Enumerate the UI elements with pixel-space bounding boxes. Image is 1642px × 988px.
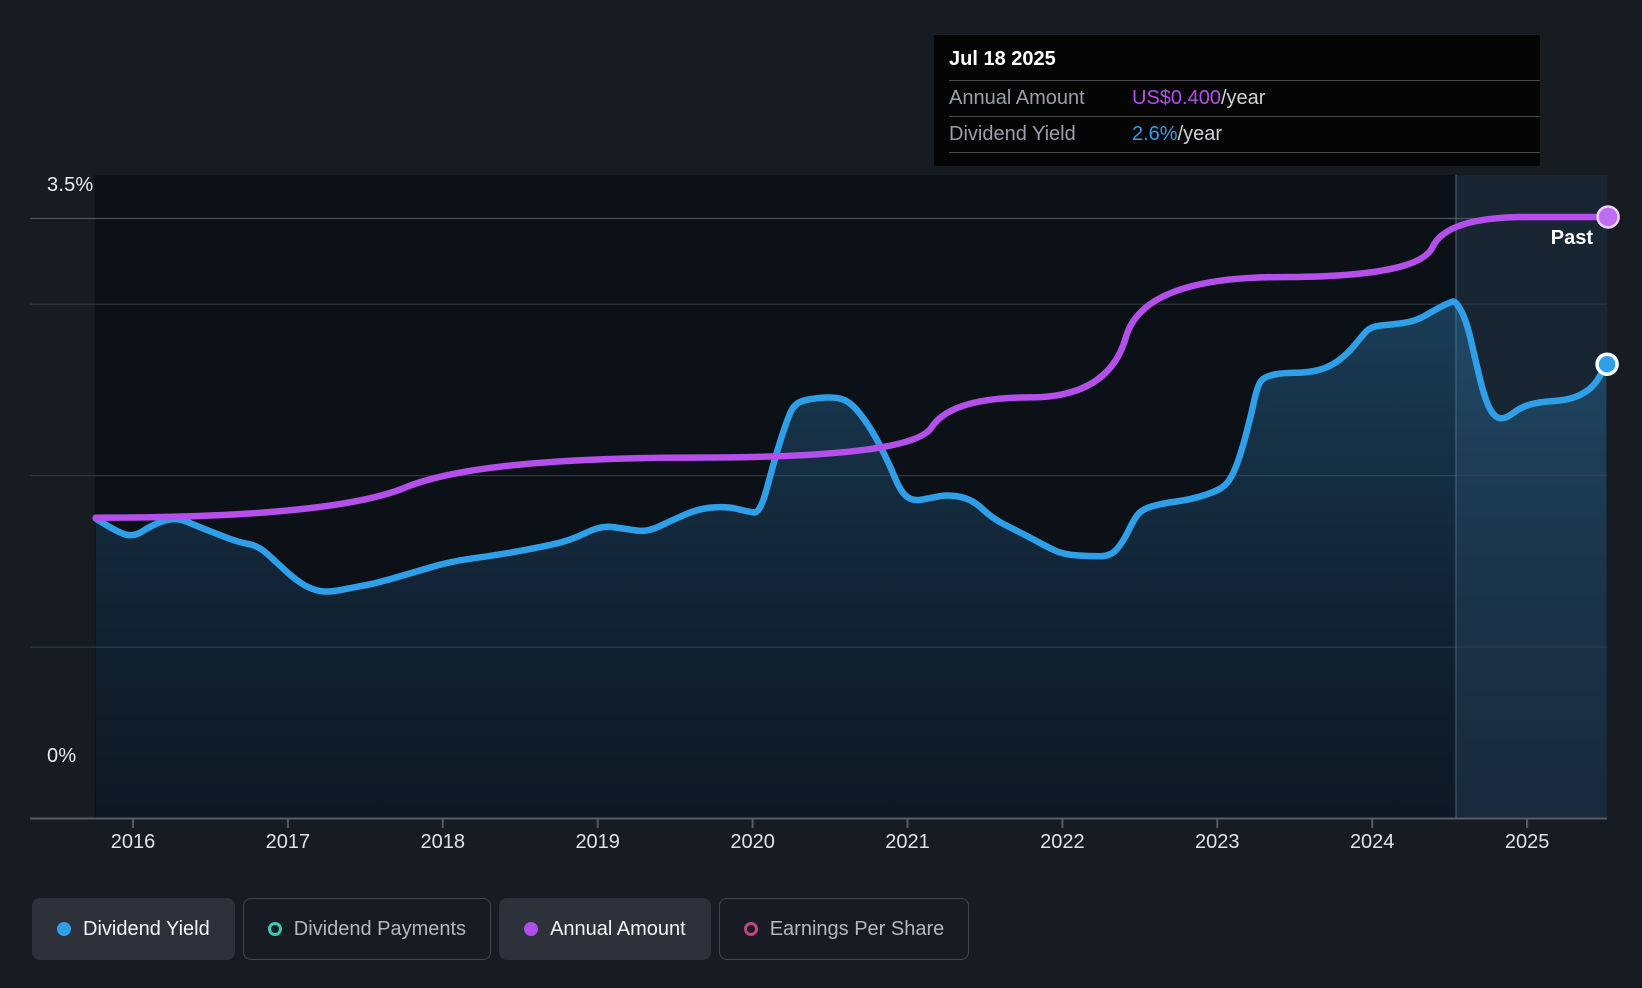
tooltip-label: Dividend Yield <box>949 123 1076 145</box>
x-tick-label: 2018 <box>420 831 466 853</box>
dividend-yield-endpoint-marker <box>1595 352 1619 376</box>
x-tick-label: 2025 <box>1504 831 1550 853</box>
x-tick-label: 2022 <box>1040 831 1085 853</box>
x-axis: 2016 2017 2018 2019 2020 2021 2022 2023 2024 2025 <box>0 831 1642 857</box>
tooltip-row-dividend-yield: Dividend Yield 2.6% /year <box>949 116 1540 152</box>
y-axis-max-label: 3.5% <box>47 174 94 196</box>
earnings-per-share-ring-icon <box>743 922 758 936</box>
tooltip-row-annual-amount: Annual Amount US$0.400 /year <box>949 80 1540 116</box>
annual-amount-dot-icon <box>524 922 539 936</box>
dividend-payments-ring-icon <box>267 922 282 936</box>
dividend-yield-line <box>92 298 1610 595</box>
legend-button-dividend-yield[interactable]: Dividend Yield <box>32 898 235 960</box>
legend-button-annual-amount[interactable]: Annual Amount <box>499 898 711 960</box>
legend: Dividend Yield Dividend Payments Annual … <box>32 898 970 960</box>
x-tick-label: 2020 <box>730 831 775 853</box>
tooltip-value: US$0.400 <box>1132 87 1221 109</box>
x-tick-label: 2023 <box>1195 831 1240 853</box>
tooltip-suffix: /year <box>1177 123 1223 145</box>
legend-label: Dividend Payments <box>293 917 467 940</box>
past-region-label: Past <box>1550 227 1593 249</box>
x-tick-label: 2021 <box>885 831 930 853</box>
legend-label: Earnings Per Share <box>769 917 945 940</box>
tooltip-date: Jul 18 2025 <box>949 48 1056 70</box>
tooltip-bottom-divider <box>949 152 1540 153</box>
tooltip-label: Annual Amount <box>949 87 1085 109</box>
tooltip-suffix: /year <box>1220 87 1266 109</box>
x-tick-label: 2016 <box>110 831 156 853</box>
annual-amount-line <box>92 213 1610 521</box>
legend-label: Dividend Yield <box>83 917 210 940</box>
chart-plot-area[interactable] <box>0 0 1642 862</box>
y-axis-zero-label: 0% <box>47 745 77 767</box>
legend-button-dividend-payments[interactable]: Dividend Payments <box>242 898 492 960</box>
dividend-yield-dot-icon <box>57 922 71 936</box>
legend-button-earnings-per-share[interactable]: Earnings Per Share <box>718 898 970 960</box>
chart-tooltip: Jul 18 2025 Annual Amount US$0.400 /year… <box>934 35 1540 166</box>
legend-label: Annual Amount <box>550 917 686 940</box>
tooltip-value: 2.6% <box>1132 123 1178 145</box>
x-tick-label: 2019 <box>575 831 620 853</box>
x-tick-label: 2017 <box>265 831 311 853</box>
x-tick-label: 2024 <box>1349 831 1395 853</box>
annual-amount-endpoint-marker <box>1596 205 1620 229</box>
dividend-yield-area <box>95 301 1607 819</box>
